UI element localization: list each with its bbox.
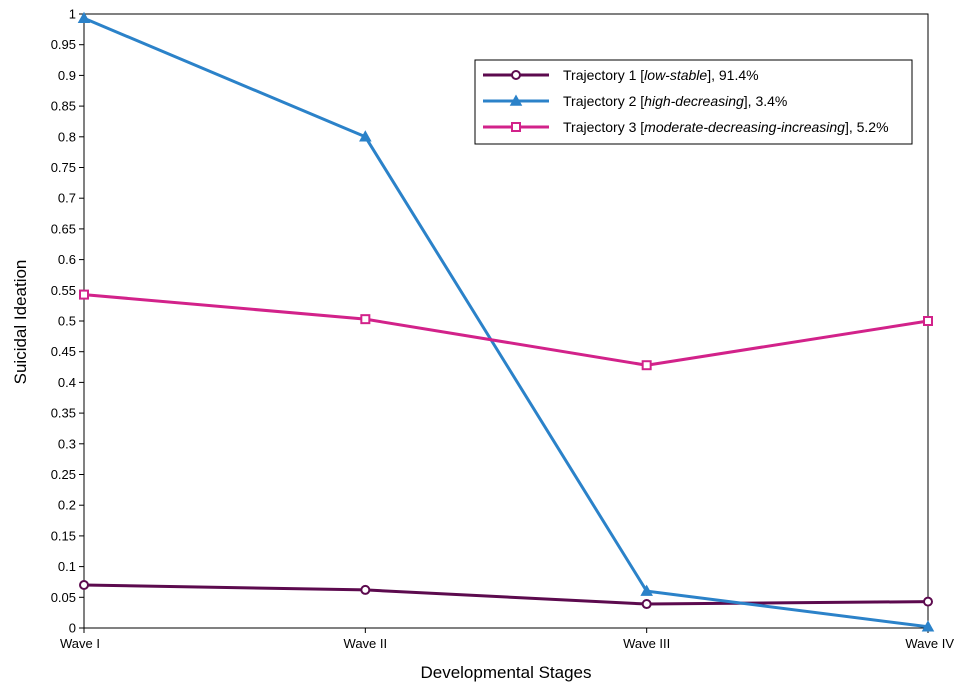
- legend-item: Trajectory 1 [low-stable], 91.4%: [483, 67, 759, 83]
- legend-marker: [511, 122, 521, 132]
- legend-label-suffix: ], 3.4%: [744, 93, 788, 109]
- data-point: [359, 130, 372, 142]
- series-line-1: [83, 583, 929, 606]
- y-tick-label: 0.3: [58, 436, 76, 451]
- series-3: [79, 289, 933, 371]
- data-point: [77, 11, 91, 24]
- y-tick-label: 0.5: [58, 314, 76, 329]
- y-tick-label: 0: [69, 621, 76, 636]
- legend-label-italic: moderate-decreasing-increasing: [644, 119, 845, 135]
- y-tick-label: 1: [69, 7, 76, 22]
- data-point: [360, 584, 371, 595]
- y-tick-label: 0.6: [58, 252, 76, 267]
- y-tick-label: 0.1: [58, 559, 76, 574]
- data-point: [641, 599, 652, 610]
- legend-label: Trajectory 1 [low-stable], 91.4%: [563, 67, 759, 83]
- y-tick-label: 0.85: [51, 99, 76, 114]
- legend-label-italic: low-stable: [644, 67, 707, 83]
- data-point: [640, 584, 653, 596]
- data-point: [923, 596, 933, 607]
- legend-label-prefix: Trajectory 2 [: [563, 93, 644, 109]
- y-tick-label: 0.55: [51, 283, 76, 298]
- y-tick-label: 0.7: [58, 191, 76, 206]
- data-point: [923, 316, 933, 326]
- legend-label-suffix: ], 91.4%: [707, 67, 758, 83]
- legend-label-prefix: Trajectory 3 [: [563, 119, 644, 135]
- y-tick-label: 0.95: [51, 37, 76, 52]
- data-point: [79, 580, 89, 591]
- y-tick-label: 0.25: [51, 467, 76, 482]
- y-tick-label: 0.65: [51, 221, 76, 236]
- legend-label-prefix: Trajectory 1 [: [563, 67, 644, 83]
- y-tick-label: 0.15: [51, 528, 76, 543]
- data-point: [360, 314, 371, 325]
- y-tick-label: 0.75: [51, 160, 76, 175]
- data-point: [79, 289, 89, 300]
- legend-marker: [511, 70, 521, 80]
- y-tick-label: 0.9: [58, 68, 76, 83]
- series-2: [77, 11, 935, 632]
- y-tick-label: 0.2: [58, 498, 76, 513]
- legend-label-suffix: ], 5.2%: [845, 119, 889, 135]
- y-tick-label: 0.05: [51, 590, 76, 605]
- legend-item: Trajectory 2 [high-decreasing], 3.4%: [483, 93, 787, 109]
- y-tick-label: 0.4: [58, 375, 76, 390]
- y-tick-label: 0.45: [51, 344, 76, 359]
- x-tick-label: Wave III: [623, 636, 670, 651]
- y-axis-title: Suicidal Ideation: [11, 260, 30, 385]
- x-tick-label: Wave II: [344, 636, 388, 651]
- x-axis-title: Developmental Stages: [420, 663, 591, 682]
- legend-marker: [509, 94, 523, 106]
- legend-label-italic: high-decreasing: [644, 93, 744, 109]
- x-tick-label: Wave IV: [905, 636, 954, 651]
- y-tick-label: 0.8: [58, 129, 76, 144]
- series-1: [79, 580, 933, 610]
- axes: 0 0.05 0.1 0.15 0.2 0.25 0.3 0.35 0.4 0.45 0.5 0.55…: [51, 7, 955, 652]
- series-line-3: [83, 293, 929, 367]
- legend-item: Trajectory 3 [moderate-decreasing-increa…: [483, 119, 889, 135]
- legend-label: Trajectory 2 [high-decreasing], 3.4%: [563, 93, 787, 109]
- series-lines: [77, 11, 935, 632]
- data-point: [641, 360, 652, 371]
- legend: Trajectory 1 [low-stable], 91.4%Trajecto…: [474, 59, 913, 145]
- y-tick-label: 0.35: [51, 406, 76, 421]
- data-point: [921, 620, 935, 632]
- legend-label: Trajectory 3 [moderate-decreasing-increa…: [563, 119, 889, 135]
- x-tick-label: Wave I: [60, 636, 100, 651]
- series-line-2: [83, 16, 929, 629]
